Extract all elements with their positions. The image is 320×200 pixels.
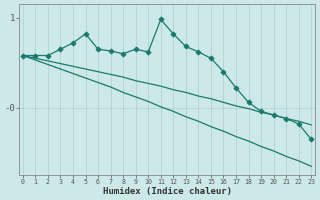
X-axis label: Humidex (Indice chaleur): Humidex (Indice chaleur)	[102, 187, 232, 196]
